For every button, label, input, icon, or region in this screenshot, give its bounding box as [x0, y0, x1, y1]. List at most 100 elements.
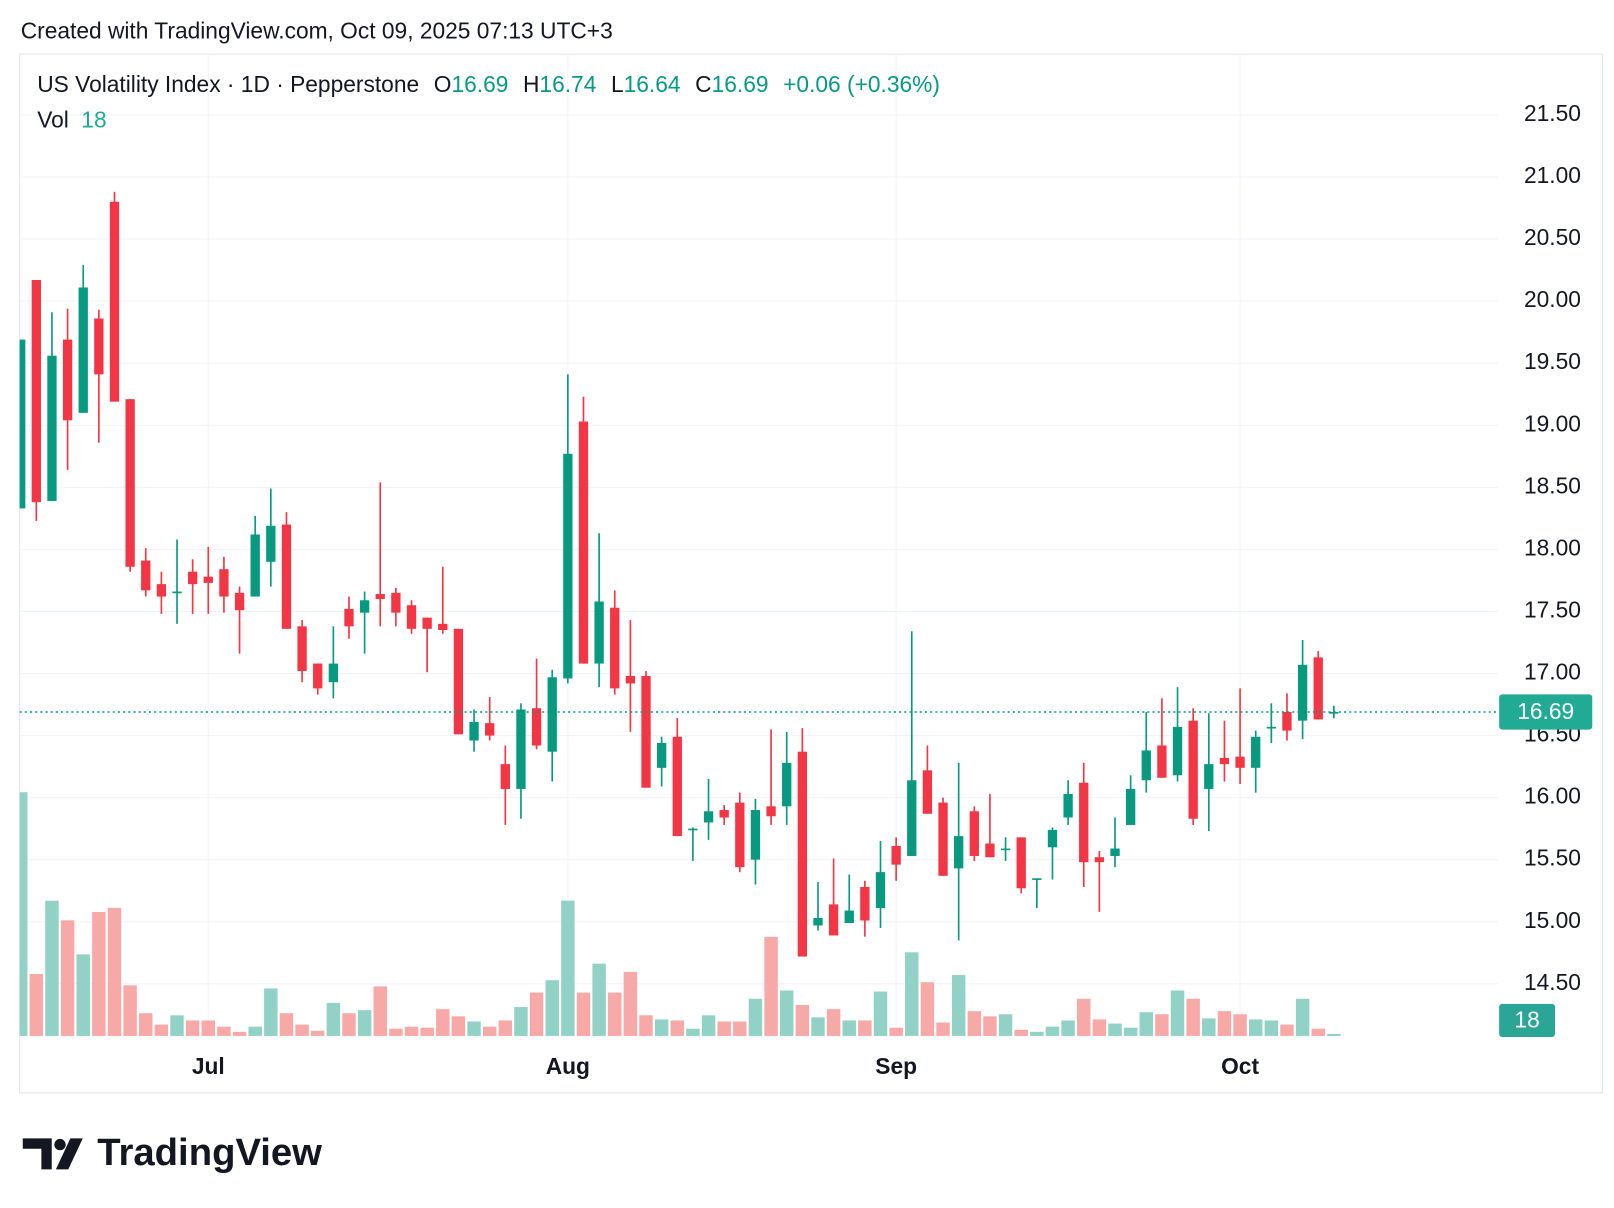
volume-bar	[342, 1013, 356, 1036]
candle-body	[828, 904, 839, 936]
volume-bar	[826, 1009, 841, 1036]
volume-bar	[842, 1020, 856, 1036]
volume-bar	[748, 998, 763, 1036]
x-tick-label: Sep	[875, 1053, 917, 1079]
candle-body	[656, 743, 667, 768]
candle-body	[78, 287, 88, 413]
volume-bar	[951, 975, 966, 1036]
y-tick-label: 20.50	[1524, 224, 1581, 250]
volume-bar	[217, 1026, 231, 1036]
volume-bar	[561, 900, 575, 1036]
candle-body	[1079, 782, 1089, 863]
y-tick-label: 19.00	[1524, 410, 1581, 436]
y-tick-label: 14.50	[1524, 969, 1581, 995]
volume-bar	[1280, 1024, 1294, 1036]
volume-bar	[123, 985, 137, 1036]
brand: TradingView	[97, 1131, 322, 1174]
volume-label: Vol	[37, 106, 69, 132]
candle-body	[1219, 757, 1230, 765]
ohlc-letter: C	[695, 71, 711, 97]
volume-bar	[920, 982, 935, 1036]
candle-body	[625, 675, 636, 684]
volume-bar	[1061, 1020, 1075, 1036]
volume-bar	[295, 1024, 309, 1036]
x-tick-label: Jul	[192, 1053, 225, 1079]
volume-bar	[639, 1015, 653, 1036]
candle-body	[766, 806, 776, 817]
volume-bar	[905, 952, 919, 1036]
volume-bar	[232, 1031, 247, 1036]
volume-bar	[373, 986, 387, 1036]
volume-bar	[76, 954, 90, 1036]
volume-bar	[858, 1020, 872, 1036]
candle-body	[860, 886, 870, 921]
volume-bar	[60, 920, 75, 1036]
volume-bar	[701, 1015, 716, 1036]
candle-body	[797, 751, 807, 957]
candle-body	[328, 663, 339, 683]
volume-bar	[983, 1016, 997, 1036]
candle-body	[875, 872, 886, 909]
ohlc-letter: L	[611, 71, 624, 97]
brand-logo: TradingView	[22, 1131, 322, 1174]
candle-body	[19, 339, 26, 509]
candle-body	[907, 780, 917, 856]
last-volume-label: 18	[1514, 1006, 1539, 1032]
volume-bar	[107, 907, 122, 1036]
volume-bar	[1264, 1020, 1279, 1036]
candle-body	[1235, 756, 1245, 768]
axes: 14.5015.0015.5016.0016.5017.0017.5018.00…	[192, 100, 1593, 1079]
candle-body	[1094, 857, 1105, 863]
last-volume-box	[1499, 1003, 1556, 1037]
candle-body	[47, 355, 57, 501]
candle-body	[250, 534, 260, 597]
y-tick-label: 17.00	[1524, 659, 1581, 685]
last-price-label: 16.69	[1517, 698, 1574, 724]
volume-bar	[420, 1027, 434, 1036]
y-tick-label: 20.00	[1524, 286, 1581, 312]
volume-bar	[654, 1019, 669, 1036]
volume-bar	[592, 963, 606, 1036]
volume-bar	[1077, 998, 1091, 1036]
candle-body	[94, 318, 104, 375]
volume-bar	[545, 980, 559, 1036]
volume-bar	[1202, 1018, 1216, 1036]
ohlc-letter: H	[523, 71, 539, 97]
volume-bar	[779, 990, 794, 1036]
volume-value: 18	[81, 106, 106, 132]
caption: Created with TradingView.com, Oct 09, 20…	[21, 17, 613, 43]
candle-body	[1313, 657, 1323, 720]
logo-shape	[54, 1138, 66, 1151]
volume-bar	[936, 1022, 950, 1036]
candle-body	[688, 828, 698, 831]
candle-body	[172, 591, 182, 594]
volume-bar	[1014, 1029, 1028, 1036]
candle-body	[985, 843, 995, 858]
volume-bar	[310, 1030, 325, 1036]
candle-body	[719, 810, 729, 818]
candle-body	[297, 626, 307, 672]
candle-body	[516, 709, 526, 789]
volume-bar	[185, 1020, 200, 1036]
ohlc-value: 16.69	[451, 71, 508, 97]
candle-body	[313, 663, 323, 689]
volume-bar	[608, 992, 622, 1036]
candle-body	[891, 846, 901, 865]
volume-bar	[670, 1020, 685, 1036]
candle-body	[453, 628, 464, 735]
volume-legend: Vol 18	[37, 106, 106, 132]
candle-body	[1016, 837, 1026, 889]
y-tick-label: 16.00	[1524, 783, 1581, 809]
candle-body	[610, 607, 620, 689]
volume-bar	[389, 1028, 403, 1036]
grid	[19, 54, 1499, 1036]
volume-bar	[19, 792, 28, 1036]
volume-bar	[498, 1020, 513, 1036]
candle-body	[422, 617, 432, 629]
candle-body	[672, 736, 682, 837]
volume-bar	[139, 1013, 153, 1036]
candle-body	[1032, 878, 1042, 880]
volume-bar	[1248, 1019, 1263, 1036]
